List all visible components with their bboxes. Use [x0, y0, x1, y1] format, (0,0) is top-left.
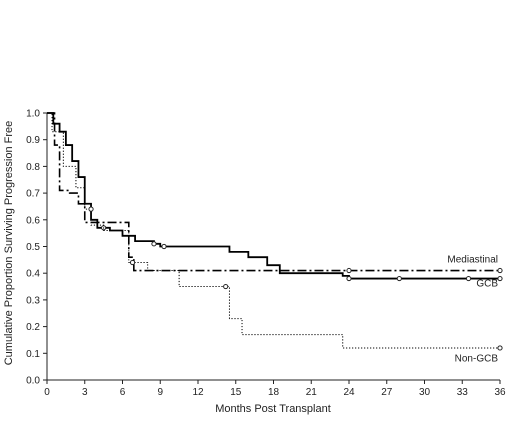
series-label-gcb: GCB: [476, 279, 498, 290]
x-tick-label: 24: [343, 387, 355, 398]
censor-marker: [129, 259, 136, 266]
censor-marker: [396, 275, 402, 282]
censor-marker: [497, 345, 503, 351]
series-non-gcb: Non-GCB: [47, 112, 503, 364]
x-tick-label: 15: [230, 387, 242, 398]
x-tick-label: 30: [419, 387, 431, 398]
x-tick-label: 12: [192, 387, 204, 398]
series-line-mediastinal: [47, 112, 500, 272]
series-line-gcb: [47, 112, 500, 280]
x-tick-label: 21: [306, 387, 318, 398]
y-tick-label: 0.6: [26, 215, 40, 226]
y-axis-ticks: 0.0 0.1 0.2 0.3 0.4 0.5 0.6 0.7 0.8 0.9 1.0: [26, 109, 47, 387]
x-tick-label: 27: [381, 387, 393, 398]
y-axis-title: Cumulative Proportion Surviving Progress…: [3, 121, 15, 366]
y-tick-label: 0.0: [26, 376, 40, 387]
x-tick-label: 9: [157, 387, 163, 398]
series-layer: Mediastinal GCB Non-GCB: [47, 112, 503, 364]
x-axis-ticks: 0 3 6 9 12 15 18 21 24 27 30 33 36: [44, 380, 506, 398]
censor-marker: [346, 275, 352, 282]
censor-marker: [223, 283, 229, 290]
series-label-mediastinal: Mediastinal: [447, 255, 498, 266]
y-tick-label: 0.3: [26, 295, 40, 306]
y-tick-label: 0.8: [26, 162, 40, 173]
chart-axes: [46, 113, 500, 381]
censor-marker: [497, 275, 503, 282]
y-tick-label: 0.7: [26, 189, 40, 200]
censor-marker: [88, 206, 94, 212]
y-tick-label: 0.2: [26, 322, 40, 333]
x-tick-label: 33: [457, 387, 469, 398]
censor-marker: [497, 267, 503, 274]
censor-marker: [161, 243, 167, 250]
x-tick-label: 36: [494, 387, 506, 398]
series-mediastinal: Mediastinal: [47, 112, 503, 274]
series-gcb: GCB: [47, 112, 503, 290]
x-axis-title: Months Post Transplant: [215, 403, 331, 415]
y-tick-label: 0.4: [26, 269, 40, 280]
x-tick-label: 18: [268, 387, 280, 398]
y-tick-label: 0.5: [26, 242, 40, 253]
y-tick-label: 0.9: [26, 135, 40, 146]
y-tick-label: 0.1: [26, 349, 40, 360]
x-tick-label: 6: [120, 387, 126, 398]
censor-marker: [346, 267, 352, 274]
series-label-non-gcb: Non-GCB: [455, 353, 499, 364]
censor-marker: [465, 275, 472, 282]
y-tick-label: 1.0: [26, 109, 40, 120]
x-tick-label: 3: [82, 387, 88, 398]
series-line-non-gcb: [47, 112, 500, 349]
censor-marker: [151, 241, 157, 247]
x-tick-label: 0: [44, 387, 50, 398]
